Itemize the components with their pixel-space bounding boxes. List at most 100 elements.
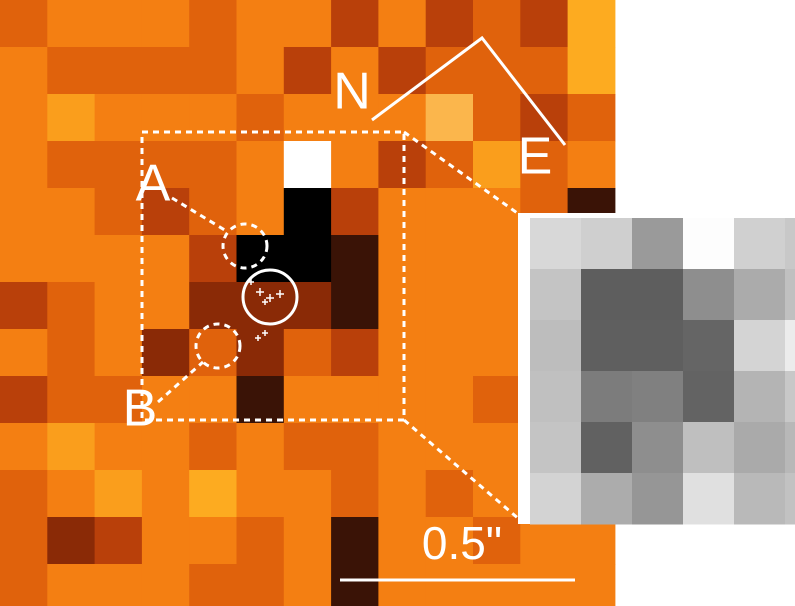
pixel [236,423,285,471]
pixel [141,282,190,330]
pixel [473,188,521,236]
pixel [189,141,237,189]
pixel [425,47,474,95]
pixel [189,329,237,377]
pixel [0,141,48,189]
pixel [283,470,332,518]
inset-pixel [632,320,684,372]
pixel [520,564,569,606]
pixel [331,423,379,471]
pixel [189,423,237,471]
pixel [94,188,143,236]
pixel [520,141,569,189]
east-label: E [518,128,553,186]
pixel [236,470,285,518]
pixel [283,282,332,330]
inset-pixel [632,473,684,525]
pixel [567,94,616,142]
inset-pixel [785,371,795,423]
inset-pixel [785,218,795,270]
pixel [331,188,379,236]
pixel [47,235,96,283]
pixel [283,376,332,424]
pixel [94,564,143,606]
pixel [141,235,190,283]
pixel [94,470,143,518]
pixel [331,470,379,518]
pixel [189,47,237,95]
pixel [378,141,427,189]
zoom-line [403,130,521,217]
inset-pixel [530,371,582,423]
pixel [331,0,379,48]
pixel [94,282,143,330]
pixel [94,376,143,424]
pixel [236,329,285,377]
pixel [473,329,521,377]
inset-pixel [734,473,786,525]
pixel [0,282,48,330]
inset-pixel [632,371,684,423]
pixel [94,94,143,142]
pixel [331,282,379,330]
pixel [567,141,616,189]
pixel-grid [0,0,616,606]
inset-pixel [581,269,633,321]
inset-pixel [530,269,582,321]
inset-pixel [785,422,795,474]
pixel [473,235,521,283]
pixel [47,282,96,330]
inset-pixel [581,473,633,525]
inset-pixel [734,320,786,372]
pixel [567,564,616,606]
pixel [47,329,96,377]
pixel [425,423,474,471]
pixel [141,47,190,95]
pixel [425,329,474,377]
pixel [189,376,237,424]
inset-pixel [632,422,684,474]
grayscale-inset [518,213,795,525]
pixel [236,564,285,606]
circle-b [194,322,242,370]
pixel [473,376,521,424]
pixel [236,376,285,424]
pixel [141,423,190,471]
pixel [189,0,237,48]
pixel [94,423,143,471]
pixel [520,0,569,48]
pixel [331,141,379,189]
inset-pixel [581,320,633,372]
inset-pixel [530,422,582,474]
north-label: N [333,63,371,121]
label-b: B [123,380,158,438]
pixel [331,517,379,565]
pixel [283,47,332,95]
pixel [189,188,237,236]
pixel [283,94,332,142]
pixel [94,47,143,95]
pixel [378,564,427,606]
pixel [473,47,521,95]
pixel [0,0,48,48]
pixel [425,282,474,330]
pixel [473,282,521,330]
pixel [141,141,190,189]
pixel [283,517,332,565]
pixel [473,564,521,606]
inset-pixel [632,218,684,270]
pixel [378,329,427,377]
pixel [141,0,190,48]
pixel [236,0,285,48]
pixel [0,94,48,142]
pixel [189,517,237,565]
pixel [331,376,379,424]
pixel [47,470,96,518]
pixel [47,564,96,606]
inset-pixel [683,422,735,474]
pixel [425,517,474,565]
pixel [378,235,427,283]
inset-pixel [683,320,735,372]
inset-pixel [734,218,786,270]
